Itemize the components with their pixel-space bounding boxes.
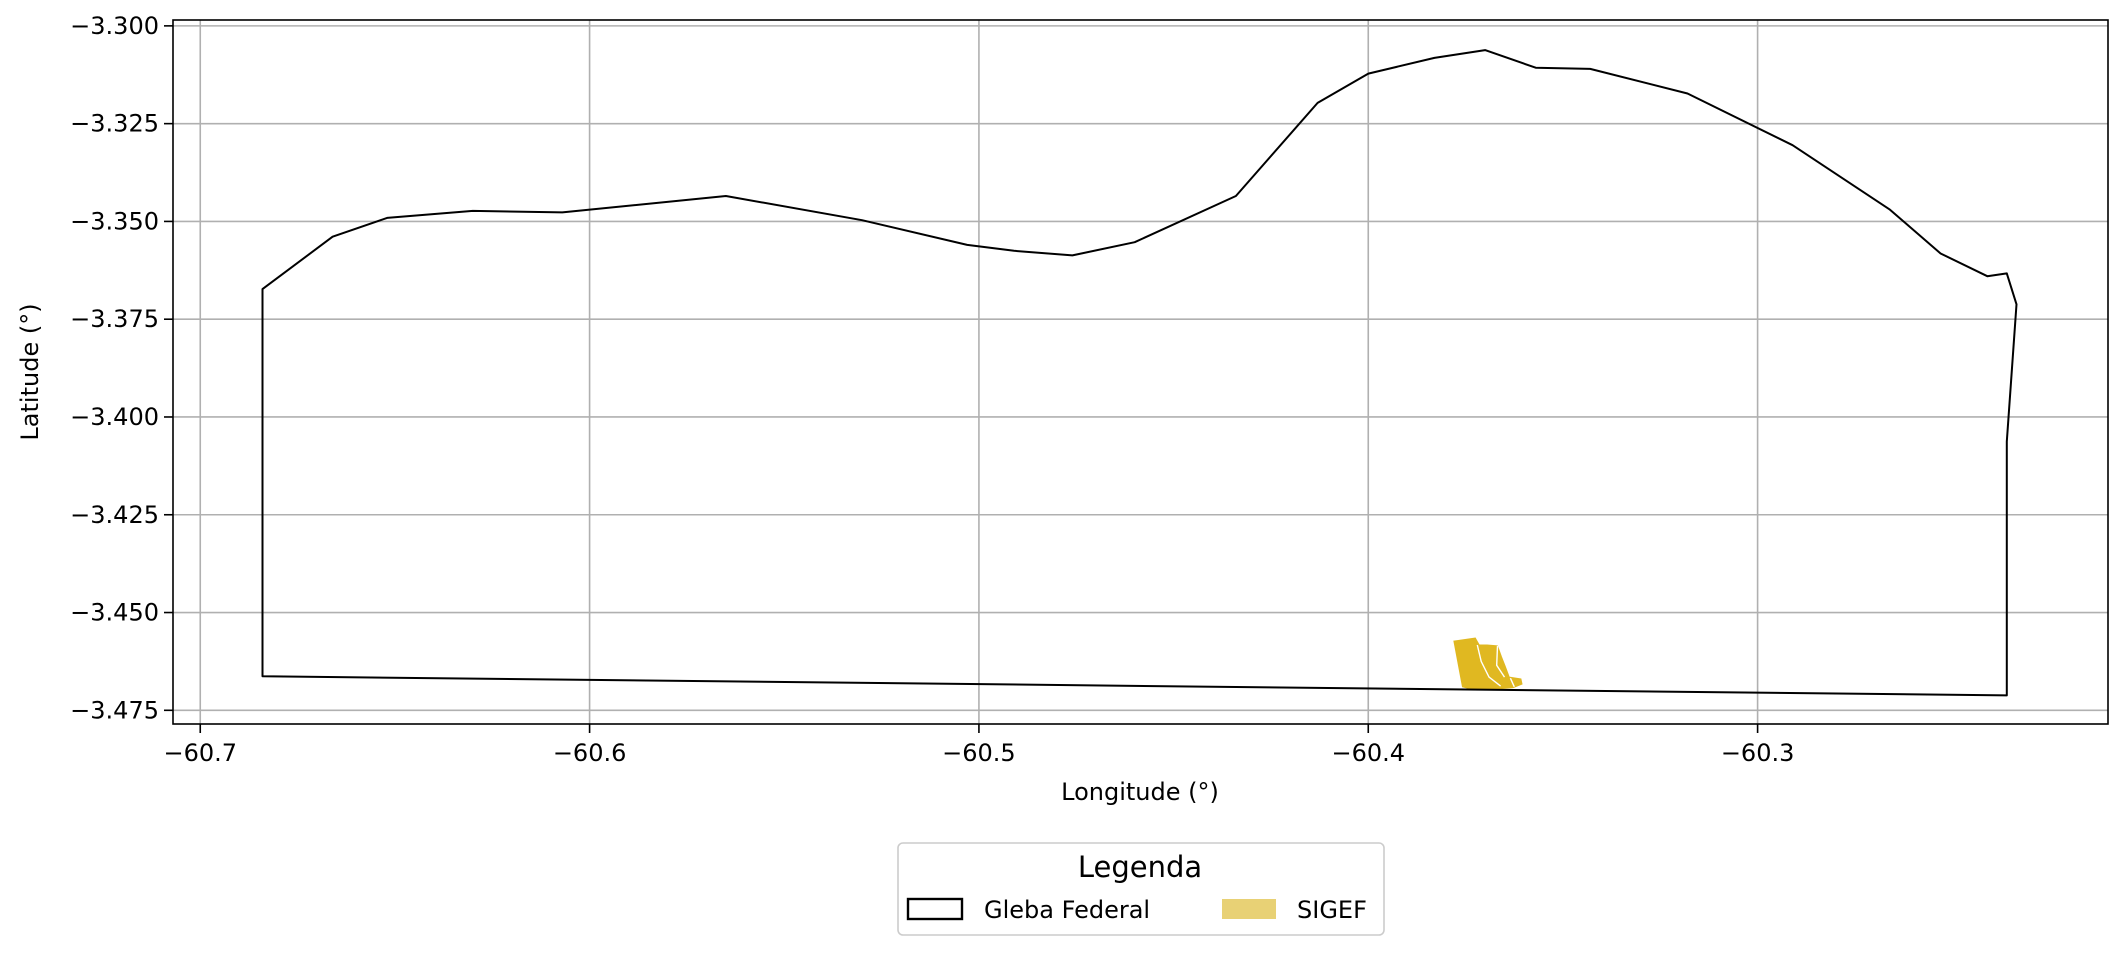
y-tick-label: −3.450 — [70, 599, 159, 627]
y-axis-label: Latitude (°) — [16, 303, 44, 440]
x-tick-label: −60.6 — [553, 739, 627, 767]
x-axis-label: Longitude (°) — [1061, 778, 1219, 806]
grid-layer — [173, 20, 2108, 724]
y-tick-label: −3.325 — [70, 110, 159, 138]
legend-title: Legenda — [1078, 850, 1202, 884]
legend-swatch-sigef — [1222, 899, 1276, 919]
x-tick-label: −60.7 — [163, 739, 237, 767]
x-tick-label: −60.5 — [942, 739, 1016, 767]
x-tick-label: −60.4 — [1331, 739, 1405, 767]
sigef-parcel-boundary — [1509, 677, 1515, 688]
y-tick-label: −3.375 — [70, 305, 159, 333]
gleba-layer — [261, 49, 2018, 697]
legend-swatch-gleba-federal — [906, 897, 964, 921]
y-tick-label: −3.425 — [70, 501, 159, 529]
y-axis: −3.300 −3.325 −3.350 −3.375 −3.400 −3.425 −3.4… — [70, 12, 173, 724]
x-axis: −60.7 −60.6 −60.5 −60.4 −60.3 — [163, 724, 1794, 767]
sigef-parcel-boundary — [1495, 645, 1506, 678]
sigef-layer — [1453, 637, 1523, 690]
y-tick-label: −3.300 — [70, 12, 159, 40]
legend: Legenda Gleba Federal SIGEF — [897, 842, 1385, 936]
gleba-federal-boundary — [261, 49, 2018, 697]
y-tick-label: −3.350 — [70, 207, 159, 235]
sigef-parcel-boundary — [1476, 644, 1502, 687]
legend-label-sigef: SIGEF — [1297, 896, 1367, 924]
plot-frame — [172, 19, 2109, 725]
plot-background — [173, 20, 2108, 724]
plot-area — [172, 19, 2109, 725]
y-tick-label: −3.400 — [70, 403, 159, 431]
y-tick-label: −3.475 — [70, 696, 159, 724]
legend-label-gleba-federal: Gleba Federal — [984, 896, 1150, 924]
x-tick-label: −60.3 — [1721, 739, 1795, 767]
